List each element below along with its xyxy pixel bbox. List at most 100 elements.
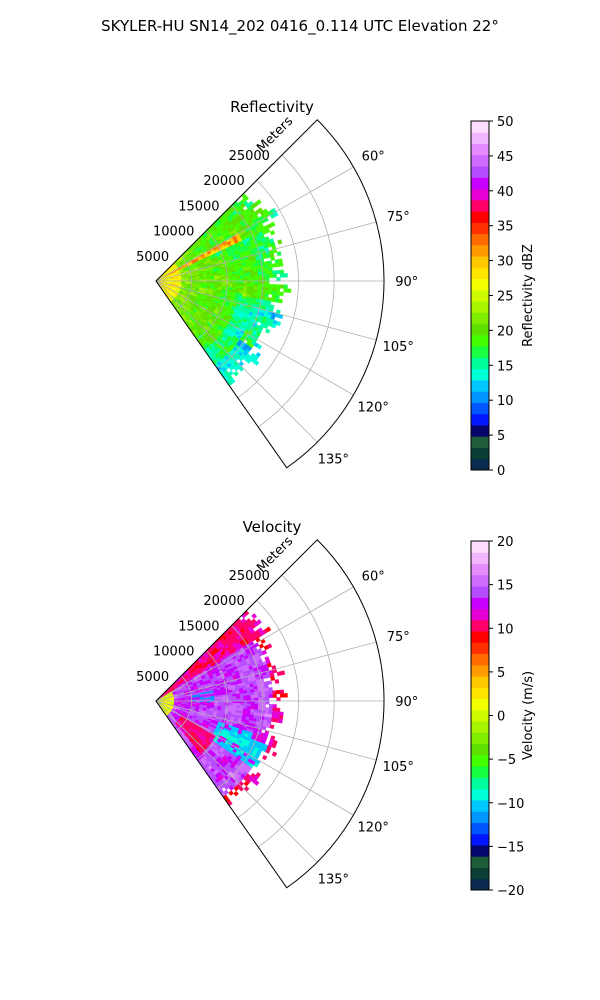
radar-cell [268,284,274,289]
radar-cell [232,282,237,286]
radial-tick-label: 15000 [178,199,219,214]
radar-cell [236,703,241,707]
radar-cell [254,700,259,705]
radar-cell [251,613,258,619]
radar-cell [247,277,252,282]
radar-cell [286,288,292,294]
radar-cell [239,275,244,279]
radar-cell [228,276,233,280]
radar-cell [274,679,280,684]
colorbar-tick-label: 20 [497,324,514,339]
radar-cell [276,251,282,257]
radar-cell [217,276,223,280]
radar-cell [265,694,270,699]
radar-cell [246,692,252,696]
colorbar-segment [471,379,489,392]
colorbar-segment [471,323,489,336]
radar-cell [258,277,263,282]
colorbar-segment [471,413,489,426]
radar-cell [232,696,237,700]
colorbar-tick-label: −10 [497,797,524,812]
radar-cell [265,700,270,705]
radar-cell [257,688,262,693]
radar-cell [246,272,252,276]
colorbar-segment [471,199,489,212]
radar-cell [236,695,241,699]
colorbar-segment [471,878,489,891]
colorbar-tick-label: 5 [497,429,505,444]
radar-cell [243,275,248,279]
radar-cell [245,358,252,364]
radar-cell [271,263,277,268]
radar-cell [254,694,259,699]
radar-cell [247,283,252,287]
radar-cell [269,724,275,730]
radar-cell [243,278,248,282]
radar-cell [254,277,259,282]
angle-tick-label: 75° [387,210,410,225]
radial-axis-label: Meters [254,114,296,156]
radar-cell [247,697,252,702]
colorbar-segment [471,458,489,471]
radar-cell [250,269,255,273]
radar-cell [233,790,239,797]
colorbar-label: Reflectivity dBZ [521,244,536,347]
angle-tick-label: 90° [395,695,418,710]
colorbar-segment [471,721,489,733]
radar-cell [254,706,259,711]
colorbar-segment [471,177,489,190]
radar-cell [265,283,270,288]
radar-cell [279,693,285,698]
radar-cell [276,321,282,327]
radar-cell [279,689,285,695]
angle-tick-label: 135° [318,872,349,887]
colorbar-segment [471,436,489,448]
radar-cell [264,267,270,272]
radar-cell [278,262,284,267]
colorbar-segment [471,574,489,587]
figure-title: SKYLER-HU SN14_202 0416_0.114 UTC Elevat… [101,17,499,36]
radar-cell [236,283,241,287]
radar-cell [268,270,274,275]
panel-title: Velocity [243,518,302,536]
radar-cell [257,268,262,273]
radar-cell [256,344,263,350]
radar-cell [271,290,277,296]
radar-cell [250,277,255,282]
radar-cell [261,754,268,761]
colorbar-tick-label: 25 [497,290,514,305]
radar-cell [265,287,270,292]
radial-tick-label: 5000 [136,250,169,265]
radar-cell [265,277,270,282]
radar-cell [254,274,259,279]
angle-tick-label: 60° [362,150,385,165]
radar-cell [232,702,237,706]
radar-cell [258,697,263,702]
radar-cell [239,283,244,287]
radar-cell [279,291,284,297]
radar-cell [247,703,252,707]
radar-cell [276,697,281,702]
colorbar-segment [471,709,489,722]
radar-cell [268,290,273,295]
colorbar-segment [471,312,489,325]
colorbar-segment [471,766,489,778]
radar-cell [243,703,248,707]
colorbar-segment [471,653,489,666]
radar-cell [250,700,255,705]
radar-cell [257,283,263,288]
colorbar-segment [471,597,489,610]
radar-cell [250,703,255,707]
colorbar-segment [471,301,489,313]
colorbar-segment [471,619,489,632]
radar-cell [250,275,255,279]
radar-cell [265,280,270,285]
radar-cell [243,195,250,202]
radar-cell [239,695,244,699]
colorbar-tick-label: 10 [497,622,514,637]
colorbar-tick-label: 5 [497,666,505,681]
radar-cell [275,707,281,713]
radar-cell [253,360,260,366]
radar-cell [279,284,285,289]
